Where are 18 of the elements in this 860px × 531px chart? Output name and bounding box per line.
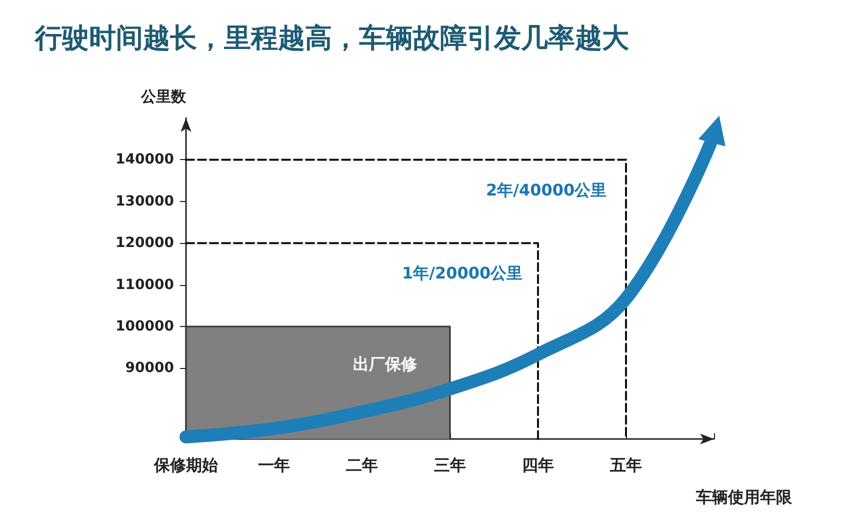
- x-tick-label: 五年: [609, 456, 642, 474]
- y-tick-label: 140000: [116, 152, 174, 168]
- x-axis-title: 车辆使用年限: [695, 488, 793, 506]
- x-tick-label: 二年: [346, 456, 378, 474]
- x-tick-label: 保修期始: [153, 456, 219, 474]
- x-tick-label: 一年: [258, 456, 290, 474]
- y-tick-label: 100000: [116, 318, 174, 334]
- chart-title: 行驶时间越长，里程越高，车辆故障引发几率越大: [34, 23, 630, 54]
- x-tick-label: 三年: [434, 456, 466, 474]
- y-axis-title: 公里数: [140, 88, 187, 106]
- y-tick-label: 130000: [116, 193, 174, 210]
- y-tick-label: 110000: [116, 276, 174, 293]
- y-tick-label: 120000: [116, 235, 174, 252]
- x-tick-label: 四年: [522, 456, 554, 474]
- annotation: 2年/40000公里: [486, 180, 607, 200]
- annotation: 出厂保修: [353, 354, 418, 374]
- annotation: 1年/20000公里: [402, 264, 523, 282]
- y-tick-label: 90000: [125, 360, 174, 376]
